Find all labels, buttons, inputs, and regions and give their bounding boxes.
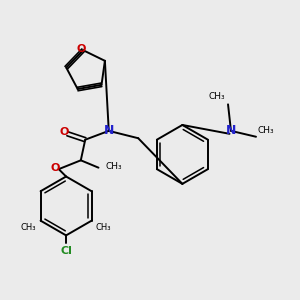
Text: O: O: [60, 127, 69, 137]
Text: O: O: [77, 44, 86, 54]
Text: CH₃: CH₃: [96, 223, 112, 232]
Text: N: N: [103, 124, 114, 137]
Text: CH₃: CH₃: [257, 126, 274, 135]
Text: O: O: [50, 163, 60, 173]
Text: N: N: [226, 124, 236, 137]
Text: CH₃: CH₃: [106, 162, 122, 171]
Text: CH₃: CH₃: [21, 223, 36, 232]
Text: CH₃: CH₃: [208, 92, 225, 101]
Text: Cl: Cl: [60, 246, 72, 256]
